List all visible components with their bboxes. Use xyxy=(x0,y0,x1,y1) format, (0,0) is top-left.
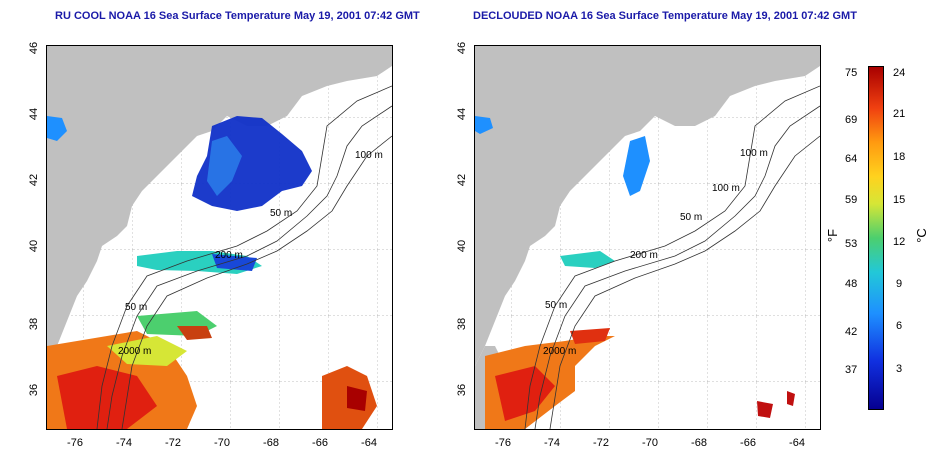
lat-tick: 38 xyxy=(28,317,40,331)
sst-map-declouded xyxy=(474,45,821,430)
lon-tick: -66 xyxy=(740,437,756,449)
contour-label: 200 m xyxy=(630,250,658,261)
lat-tick: 46 xyxy=(456,41,468,55)
lon-tick: -64 xyxy=(789,437,805,449)
colorbar-f-tick: 53 xyxy=(845,238,858,250)
colorbar-c-tick: 3 xyxy=(896,363,903,375)
colorbar-f-tick: 48 xyxy=(845,278,858,290)
colorbar-f-tick: 59 xyxy=(845,194,858,206)
temperature-colorbar xyxy=(868,66,884,410)
land-mass xyxy=(47,46,392,366)
panel2-title: DECLOUDED NOAA 16 Sea Surface Temperatur… xyxy=(473,10,857,22)
colorbar-unit-c: °C xyxy=(913,228,929,243)
contour-label: 100 m xyxy=(712,183,740,194)
colorbar-c-tick: 15 xyxy=(893,194,906,206)
panel1-title: RU COOL NOAA 16 Sea Surface Temperature … xyxy=(55,10,420,22)
lat-tick: 42 xyxy=(456,173,468,187)
lon-tick: -74 xyxy=(544,437,560,449)
lon-tick: -72 xyxy=(165,437,181,449)
lon-tick: -76 xyxy=(67,437,83,449)
lon-tick: -70 xyxy=(642,437,658,449)
lon-tick: -70 xyxy=(214,437,230,449)
lat-tick: 40 xyxy=(456,239,468,253)
bathymetry-contours xyxy=(96,85,392,429)
lat-tick: 36 xyxy=(28,383,40,397)
contour-label: 50 m xyxy=(270,208,293,219)
cyan-patch xyxy=(623,136,650,196)
lon-tick: -72 xyxy=(593,437,609,449)
lat-tick: 44 xyxy=(28,107,40,121)
contour-label: 100 m xyxy=(740,148,768,159)
colorbar-f-tick: 42 xyxy=(845,326,858,338)
lat-tick: 40 xyxy=(28,239,40,253)
colorbar-c-tick: 6 xyxy=(896,320,903,332)
lon-tick: -68 xyxy=(691,437,707,449)
sst-map-raw xyxy=(46,45,393,430)
contour-label: 2000 m xyxy=(543,346,577,357)
contour-label: 50 m xyxy=(680,212,703,223)
colorbar-f-tick: 64 xyxy=(845,153,858,165)
colorbar-unit-f: °F xyxy=(825,228,841,243)
colorbar-c-tick: 24 xyxy=(893,67,906,79)
contour-label: 200 m xyxy=(215,250,243,261)
colorbar-c-tick: 12 xyxy=(893,236,906,248)
colorbar-f-tick: 75 xyxy=(845,67,858,79)
contour-label: 50 m xyxy=(125,302,148,313)
lat-tick: 44 xyxy=(456,107,468,121)
lat-tick: 36 xyxy=(456,383,468,397)
colorbar-f-tick: 37 xyxy=(845,364,858,376)
cyan-band xyxy=(560,251,615,268)
contour-label: 100 m xyxy=(355,150,383,161)
colorbar-c-tick: 9 xyxy=(896,278,903,290)
land-mass xyxy=(475,46,820,366)
colorbar-f-tick: 69 xyxy=(845,114,858,126)
lon-tick: -66 xyxy=(312,437,328,449)
bathymetry-contours xyxy=(524,85,820,429)
lon-tick: -74 xyxy=(116,437,132,449)
colorbar-c-tick: 21 xyxy=(893,108,906,120)
lat-tick: 42 xyxy=(28,173,40,187)
lon-tick: -68 xyxy=(263,437,279,449)
contour-label: 50 m xyxy=(545,300,568,311)
lon-tick: -64 xyxy=(361,437,377,449)
contour-label: 2000 m xyxy=(118,346,152,357)
lat-tick: 46 xyxy=(28,41,40,55)
lat-tick: 38 xyxy=(456,317,468,331)
colorbar-c-tick: 18 xyxy=(893,151,906,163)
lon-tick: -76 xyxy=(495,437,511,449)
